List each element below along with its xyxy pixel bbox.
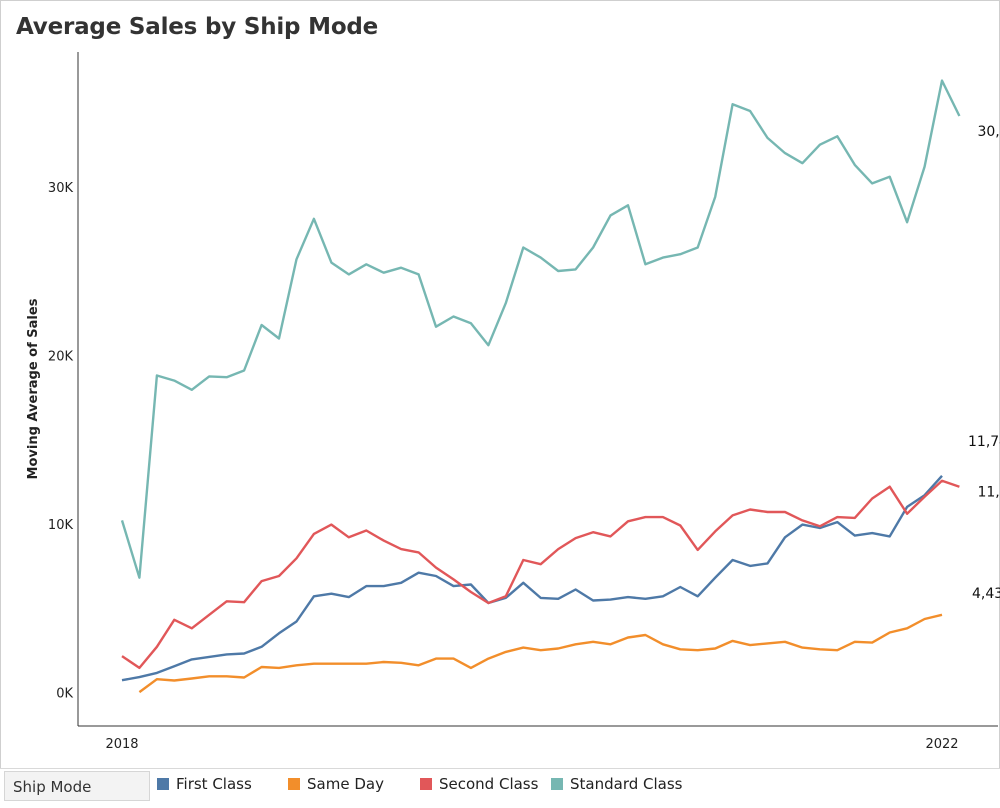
y-tick-label: 20K [48, 349, 74, 364]
legend-swatch [157, 778, 169, 790]
y-tick-label: 0K [56, 686, 73, 701]
series-lines [120, 79, 961, 694]
legend-swatch [551, 778, 563, 790]
end-label-first-class: 11,746 [968, 434, 1000, 450]
end-label-standard-class: 30,622 [977, 124, 1000, 140]
y-ticks: 0K 10K 20K 30K [48, 181, 74, 701]
legend-label: First Class [176, 775, 252, 793]
x-ticks: 2018 2022 [105, 737, 958, 752]
legend-label: Same Day [307, 775, 384, 793]
series-line-same-day[interactable] [138, 613, 943, 694]
axes [77, 52, 998, 727]
legend-title[interactable]: Ship Mode [4, 771, 150, 801]
y-tick-label: 30K [48, 181, 74, 196]
legend-bar: Ship Mode First Class Same Day Second Clas… [0, 768, 1000, 808]
legend-item-standard-class[interactable]: Standard Class [551, 773, 682, 795]
end-label-same-day: 4,431 [972, 586, 1000, 602]
x-tick-label: 2022 [925, 737, 958, 752]
legend-swatch [420, 778, 432, 790]
legend-item-second-class[interactable]: Second Class [420, 773, 538, 795]
series-line-standard-class[interactable] [120, 79, 961, 579]
y-axis-title: Moving Average of Sales [26, 298, 41, 479]
series-line-first-class[interactable] [121, 474, 943, 682]
end-label-second-class: 11,439 [977, 485, 1000, 501]
chart-title: Average Sales by Ship Mode [16, 14, 379, 40]
end-labels: 11,746 4,431 11,439 30,622 [968, 124, 1000, 602]
legend-swatch [288, 778, 300, 790]
legend-item-first-class[interactable]: First Class [157, 773, 252, 795]
legend-item-same-day[interactable]: Same Day [288, 773, 384, 795]
y-tick-label: 10K [48, 518, 74, 533]
x-tick-label: 2018 [105, 737, 138, 752]
series-line-second-class[interactable] [121, 479, 960, 670]
legend-label: Second Class [439, 775, 539, 793]
chart-area: Moving Average of Sales 0K 10K 20K 30K 2018… [26, 52, 1000, 752]
legend-label: Standard Class [570, 775, 683, 793]
